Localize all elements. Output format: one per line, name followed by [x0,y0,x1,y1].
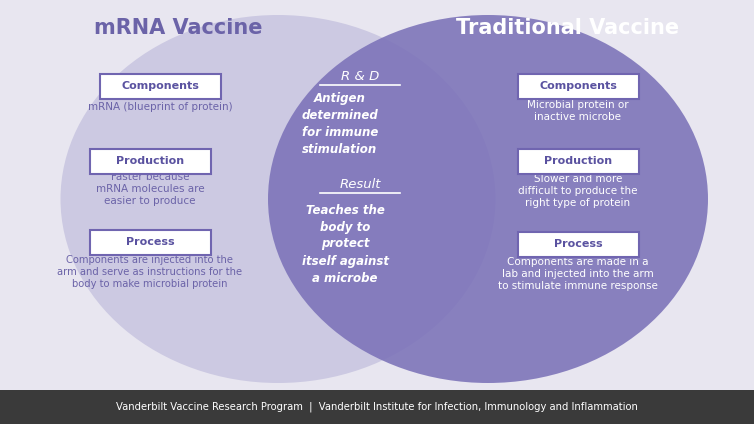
FancyBboxPatch shape [517,73,639,98]
Text: Components: Components [539,81,617,91]
Text: Components: Components [121,81,199,91]
Text: mRNA Vaccine: mRNA Vaccine [93,18,262,38]
Ellipse shape [60,15,495,383]
FancyBboxPatch shape [517,148,639,173]
Text: Slower and more
difficult to produce the
right type of protein: Slower and more difficult to produce the… [518,174,638,208]
Text: Components are made in a
lab and injected into the arm
to stimulate immune respo: Components are made in a lab and injecte… [498,257,658,290]
Text: R & D: R & D [341,70,379,83]
Text: Faster because
mRNA molecules are
easier to produce: Faster because mRNA molecules are easier… [96,173,204,206]
Bar [0,390,754,424]
FancyBboxPatch shape [517,232,639,257]
Text: Teaches the
body to
protect
itself against
a microbe: Teaches the body to protect itself again… [302,204,388,285]
Text: Process: Process [553,239,602,249]
Text: Traditional Vaccine: Traditional Vaccine [456,18,679,38]
Text: Production: Production [544,156,612,166]
Text: Vanderbilt Vaccine Research Program  |  Vanderbilt Institute for Infection, Immu: Vanderbilt Vaccine Research Program | Va… [116,402,638,412]
Text: Production: Production [116,156,184,166]
FancyBboxPatch shape [90,148,210,173]
Text: Components are injected into the
arm and serve as instructions for the
body to m: Components are injected into the arm and… [57,255,243,289]
Text: mRNA (blueprint of protein): mRNA (blueprint of protein) [87,102,232,112]
Text: Process: Process [126,237,174,247]
Text: Result: Result [339,178,381,190]
Ellipse shape [268,15,708,383]
Text: Microbial protein or
inactive microbe: Microbial protein or inactive microbe [527,100,629,122]
FancyBboxPatch shape [100,73,220,98]
Text: Antigen
determined
for immune
stimulation: Antigen determined for immune stimulatio… [302,92,379,156]
FancyBboxPatch shape [90,229,210,254]
